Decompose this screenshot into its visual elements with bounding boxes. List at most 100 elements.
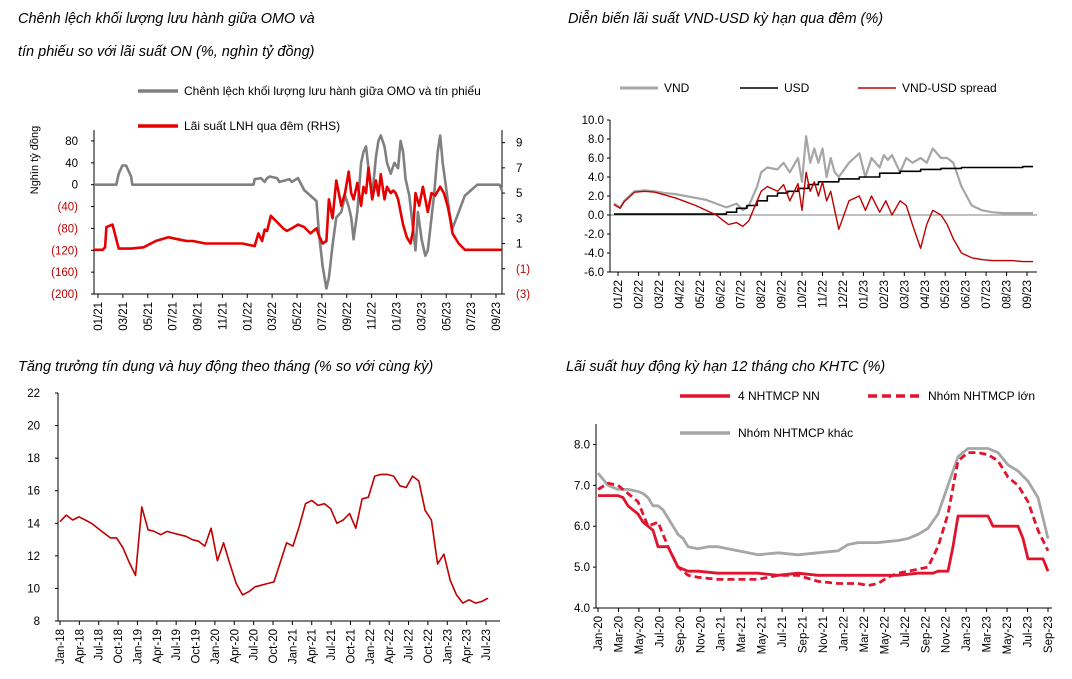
panel3-xtick-label: Jul-23 bbox=[481, 629, 493, 660]
panel2-ytick-label: -6.0 bbox=[584, 267, 604, 279]
panel1-xtick-label: 05/22 bbox=[292, 302, 304, 331]
panel1-ytick-label: (80) bbox=[58, 223, 79, 235]
panel1-ytick-label: (200) bbox=[51, 289, 78, 301]
panel2-title: Diễn biến lãi suất VND-USD kỳ hạn qua đê… bbox=[568, 11, 884, 27]
panel4-series-other-banks-line bbox=[596, 447, 1050, 557]
panel2-series-vnd-line bbox=[613, 135, 1033, 215]
panel2-xtick-label: 01/23 bbox=[858, 280, 870, 309]
panel1-y2tick-label: (3) bbox=[516, 289, 530, 301]
panel2-xtick-label: 06/22 bbox=[715, 280, 727, 309]
panel3-xtick-label: Jul-22 bbox=[404, 629, 416, 660]
panel3-xtick-label: Oct-18 bbox=[113, 629, 125, 664]
panel3-xtick-label: Apr-23 bbox=[462, 629, 474, 664]
panel4-xtick-label: Jan-21 bbox=[716, 616, 728, 651]
panel1-legend-label-spread: Chênh lệch khối lượng lưu hành giữa OMO … bbox=[184, 84, 481, 98]
panel4-series-large-banks-line bbox=[597, 451, 1050, 587]
panel3-ytick-label: 18 bbox=[27, 453, 40, 465]
panel1-y-axis-title: Nghìn tỷ đồng bbox=[29, 126, 41, 195]
panel2-ytick-label: 2.0 bbox=[588, 191, 604, 203]
panel2-xtick-label: 05/23 bbox=[940, 280, 952, 309]
panel3-xtick-label: Apr-18 bbox=[74, 629, 86, 664]
panel2-xtick-label: 07/22 bbox=[736, 280, 748, 309]
panel4-xtick-label: Jan-20 bbox=[593, 616, 605, 651]
panel1-ytick-label: 0 bbox=[72, 180, 78, 192]
panel4-xtick-label: May-22 bbox=[879, 616, 891, 654]
panel3-ytick-label: 12 bbox=[27, 551, 40, 563]
panel3-xtick-label: Jul-18 bbox=[94, 629, 106, 660]
panel2-xtick-label: 11/22 bbox=[818, 280, 830, 308]
panel4-legend-state-banks-label: 4 NHTMCP NN bbox=[738, 389, 820, 403]
panel3-ytick-label: 20 bbox=[27, 421, 40, 433]
panel3-xtick-label: Oct-20 bbox=[268, 629, 280, 664]
panel1-y2tick-label: 5 bbox=[516, 188, 522, 200]
panel2-xtick-label: 09/23 bbox=[1022, 280, 1034, 309]
panel1-xtick-label: 09/22 bbox=[342, 302, 354, 331]
panel1-xtick-label: 09/23 bbox=[491, 302, 503, 331]
panel2-legend-spread-label: VND-USD spread bbox=[902, 81, 997, 95]
panel4-ytick-label: 6.0 bbox=[574, 521, 590, 533]
panel4-ytick-label: 4.0 bbox=[574, 603, 590, 615]
panel4-ytick-label: 5.0 bbox=[574, 562, 590, 574]
panel1-y2tick-label: 3 bbox=[516, 213, 522, 225]
panel4-xtick-label: Mar-20 bbox=[613, 616, 625, 652]
panel1-y2tick-label: 1 bbox=[516, 239, 522, 251]
panel1-xtick-label: 01/21 bbox=[93, 302, 105, 331]
panel2-xtick-label: 05/22 bbox=[695, 280, 707, 309]
panel2-series-spread-line bbox=[613, 171, 1033, 263]
panel3-ytick-label: 16 bbox=[27, 486, 40, 498]
panel3-series-credit-growth-line bbox=[59, 473, 489, 604]
panel1-series-omo-spread-line bbox=[94, 134, 504, 290]
panel4-ytick-label: 7.0 bbox=[574, 480, 590, 492]
panel2-ytick-label: 8.0 bbox=[588, 134, 604, 146]
panel2-xtick-label: 02/23 bbox=[879, 280, 891, 309]
panel4-xtick-label: Jul-23 bbox=[1023, 616, 1035, 647]
panel1-chart: 80 40 0 (40) (80) (120) (160) (200) 9 7 5 3 1 (1) (3) N… bbox=[29, 84, 530, 331]
panel3-xtick-label: Apr-21 bbox=[307, 629, 319, 664]
panel4-xtick-label: Nov-20 bbox=[695, 616, 707, 653]
panel4-xtick-label: Jul-22 bbox=[900, 616, 912, 647]
panel3-xtick-label: Apr-20 bbox=[229, 629, 241, 664]
panel4-legend-other-banks-label: Nhóm NHTMCP khác bbox=[738, 426, 853, 440]
panel1-ytick-label: (160) bbox=[51, 267, 78, 279]
panel2-xtick-label: 03/22 bbox=[654, 280, 666, 309]
panel4-ytick-label: 8.0 bbox=[574, 439, 590, 451]
panel2-ytick-label: -2.0 bbox=[584, 229, 604, 241]
panel3-ytick-label: 14 bbox=[27, 518, 40, 530]
panel4-legend-large-banks-label: Nhóm NHTMCP lớn bbox=[928, 389, 1035, 403]
panel4-xtick-label: May-21 bbox=[757, 616, 769, 654]
panel1-ytick-label: (120) bbox=[51, 245, 78, 257]
panel1-xtick-label: 05/23 bbox=[441, 302, 453, 331]
panel3-xtick-label: Jan-18 bbox=[55, 629, 67, 664]
panel2-xtick-label: 09/22 bbox=[777, 280, 789, 309]
panel1-xtick-label: 11/21 bbox=[217, 302, 229, 330]
panel4-xtick-label: Sep-23 bbox=[1043, 616, 1055, 653]
panel1-legend-label-on: Lãi suất LNH qua đêm (RHS) bbox=[184, 119, 340, 133]
panel4-xtick-label: Mar-21 bbox=[736, 616, 748, 652]
panel3-xtick-label: Oct-22 bbox=[423, 629, 435, 664]
panel1-xtick-label: 07/23 bbox=[466, 302, 478, 331]
panel4-xtick-label: Jul-21 bbox=[777, 616, 789, 647]
panel1-xtick-label: 03/21 bbox=[118, 302, 130, 331]
panel3-ytick-label: 10 bbox=[27, 583, 40, 595]
panel3-xtick-label: Apr-22 bbox=[384, 629, 396, 664]
panel4-xtick-label: May-23 bbox=[1002, 616, 1014, 654]
panel1-series-interbank-on-line bbox=[94, 166, 502, 252]
panel3-xtick-label: Jul-19 bbox=[171, 629, 183, 660]
panel3-xtick-label: Apr-19 bbox=[152, 629, 164, 664]
panel3-xtick-label: Jul-20 bbox=[249, 629, 261, 660]
panel3-xtick-label: Oct-21 bbox=[345, 629, 357, 664]
panel2-ytick-label: -4.0 bbox=[584, 248, 604, 260]
panel1-xtick-label: 11/22 bbox=[367, 302, 379, 330]
panel3-ytick-label: 8 bbox=[34, 616, 40, 628]
panel2-xtick-label: 10/22 bbox=[797, 280, 809, 309]
panel4-xtick-label: Mar-22 bbox=[859, 616, 871, 652]
panel1-title-line1: Chênh lệch khối lượng lưu hành giữa OMO … bbox=[18, 11, 315, 27]
panel2-ytick-label: 10.0 bbox=[582, 115, 604, 127]
panel2-xtick-label: 08/23 bbox=[1002, 280, 1014, 309]
panel1-ytick-label: (40) bbox=[58, 202, 79, 214]
panel2-legend-usd-label: USD bbox=[784, 81, 810, 95]
panel1-xtick-label: 09/21 bbox=[193, 302, 205, 331]
panel1-xtick-label: 07/21 bbox=[168, 302, 180, 331]
